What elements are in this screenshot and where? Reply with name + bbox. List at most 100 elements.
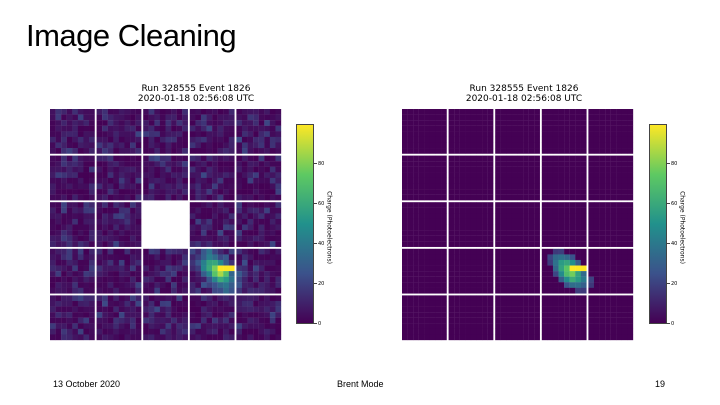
camera-pixel (541, 213, 548, 220)
camera-pixel (534, 161, 540, 167)
camera-pixel (547, 300, 554, 307)
camera-pixel (517, 131, 524, 138)
camera-pixel (96, 155, 103, 162)
camera-pixel (424, 328, 431, 335)
camera-pixel (517, 254, 524, 261)
camera-pixel (113, 194, 120, 201)
camera-pixel (165, 317, 172, 324)
camera-pixel (599, 155, 606, 162)
camera-module (96, 248, 142, 294)
camera-pixel (275, 125, 282, 132)
camera-pixel (182, 323, 188, 330)
camera-pixel (135, 218, 142, 225)
camera-pixel (176, 254, 183, 261)
camera-pixel (413, 241, 419, 247)
camera-pixel (124, 230, 131, 236)
camera-pixel (217, 230, 224, 236)
camera-pixel (236, 224, 243, 231)
camera-pixel (435, 183, 442, 190)
camera-pixel (552, 172, 559, 179)
camera-pixel (206, 166, 213, 173)
camera-pixel (50, 109, 56, 115)
camera-pixel (454, 207, 460, 214)
camera-pixel (264, 295, 271, 302)
camera-pixel (269, 161, 276, 167)
camera-pixel (200, 125, 207, 132)
camera-pixel (89, 183, 95, 190)
camera-pixel (528, 259, 535, 266)
camera-pixel (517, 202, 524, 208)
camera-pixel (564, 271, 570, 277)
camera-pixel (564, 142, 570, 149)
camera-pixel (247, 241, 254, 247)
camera-pixel (482, 328, 488, 335)
camera-pixel (495, 142, 501, 149)
camera-pixel (247, 142, 254, 149)
camera-pixel (247, 276, 254, 283)
camera-pixel (402, 224, 408, 231)
camera-pixel (402, 271, 408, 277)
camera-pixel (454, 155, 460, 162)
camera-pixel (541, 323, 548, 330)
camera-pixel (107, 114, 114, 121)
camera-pixel (275, 323, 282, 330)
camera-pixel (506, 213, 513, 220)
camera-pixel (558, 114, 565, 121)
camera-module (448, 295, 494, 341)
camera-pixel (61, 202, 67, 208)
camera-pixel (217, 161, 224, 167)
camera-pixel (407, 189, 414, 195)
camera-pixel (217, 276, 224, 283)
camera-pixel (258, 207, 265, 214)
camera-pixel (500, 276, 507, 283)
camera-pixel (176, 248, 183, 255)
camera-pixel (148, 334, 155, 341)
camera-pixel (154, 177, 161, 184)
camera-pixel (627, 328, 634, 335)
camera-pixel (448, 142, 455, 149)
camera-pixel (541, 202, 548, 208)
camera-pixel (476, 172, 483, 179)
camera-pixel (517, 230, 524, 236)
camera-pixel (448, 254, 455, 261)
camera-pixel (148, 306, 155, 313)
camera-pixel (593, 218, 600, 225)
camera-pixel (258, 287, 265, 294)
camera-pixel (552, 282, 559, 288)
camera-pixel (165, 306, 172, 313)
camera-pixel (83, 276, 90, 283)
camera-pixel (113, 166, 120, 173)
camera-pixel (616, 241, 623, 247)
camera-pixel (61, 295, 67, 302)
camera-pixel (264, 109, 271, 115)
camera-pixel (476, 276, 483, 283)
camera-pixel (241, 317, 248, 324)
camera-pixel (500, 148, 507, 154)
camera-pixel (176, 276, 183, 283)
camera-pixel (264, 172, 271, 179)
camera-pixel (258, 334, 265, 341)
camera-pixel (465, 136, 472, 143)
camera-pixel (605, 287, 611, 294)
camera-pixel (599, 161, 606, 167)
camera-pixel (500, 323, 507, 330)
camera-pixel (55, 334, 62, 341)
footer-page-number: 19 (655, 379, 666, 389)
camera-pixel (96, 306, 103, 313)
camera-pixel (165, 155, 172, 162)
camera-pixel (228, 306, 235, 313)
camera-pixel (558, 334, 565, 341)
camera-pixel (118, 218, 125, 225)
camera-pixel (61, 230, 67, 236)
camera-pixel (124, 136, 131, 143)
camera-pixel (465, 142, 472, 149)
camera-pixel (236, 295, 243, 302)
camera-pixel (588, 207, 595, 214)
camera-pixel (605, 114, 611, 121)
camera-pixel (500, 131, 507, 138)
camera-pixel (77, 194, 84, 201)
camera-pixel (154, 148, 161, 154)
camera-pixel (517, 248, 524, 255)
camera-pixel (448, 120, 455, 126)
camera-pixel (83, 259, 90, 266)
